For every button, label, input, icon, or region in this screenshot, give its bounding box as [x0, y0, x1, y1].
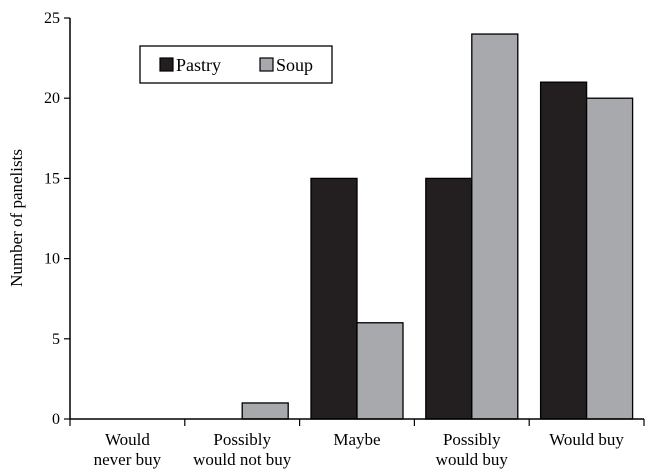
x-tick-label-line: never buy — [94, 450, 162, 469]
legend-label-soup: Soup — [276, 55, 313, 75]
x-tick-label-line: Would — [105, 430, 150, 449]
legend-swatch-pastry — [159, 57, 174, 72]
bar-soup-4 — [585, 97, 634, 420]
x-tick-label: Possibly would buy — [436, 430, 509, 469]
bar-pastry-2 — [310, 177, 358, 420]
x-tick-label-line: Possibly — [213, 430, 271, 449]
bar-soup-1 — [241, 402, 289, 420]
bar-pastry-3 — [425, 177, 473, 420]
legend: Pastry Soup — [139, 45, 333, 84]
x-tick-label-line: Would buy — [549, 430, 624, 449]
y-axis-label: Number of panelists — [7, 149, 26, 287]
bar-soup-2 — [356, 322, 404, 420]
y-tick-label: 10 — [44, 251, 60, 268]
x-tick-label-line: Maybe — [333, 430, 380, 449]
x-tick-label-line: would buy — [436, 450, 509, 469]
x-tick-label: Possibly would not buy — [193, 430, 292, 469]
bar-pastry-4 — [539, 81, 588, 420]
x-tick-label: Would never buy — [94, 430, 162, 469]
x-tick-label-line: Possibly — [443, 430, 501, 449]
legend-label-pastry: Pastry — [176, 55, 221, 75]
y-tick-label: 15 — [44, 170, 60, 187]
x-tick-label-line: would not buy — [193, 450, 292, 469]
y-tick-label: 20 — [44, 90, 60, 107]
bars-layer — [241, 33, 634, 420]
legend-swatch-soup — [259, 57, 274, 72]
y-tick-label: 5 — [52, 331, 60, 348]
x-tick-label: Maybe — [333, 430, 380, 449]
y-ticks: 0 5 10 15 20 25 — [44, 10, 70, 428]
y-tick-label: 25 — [44, 10, 60, 27]
y-tick-label: 0 — [52, 411, 60, 428]
x-tick-label: Would buy — [549, 430, 624, 449]
bar-soup-3 — [471, 33, 519, 420]
